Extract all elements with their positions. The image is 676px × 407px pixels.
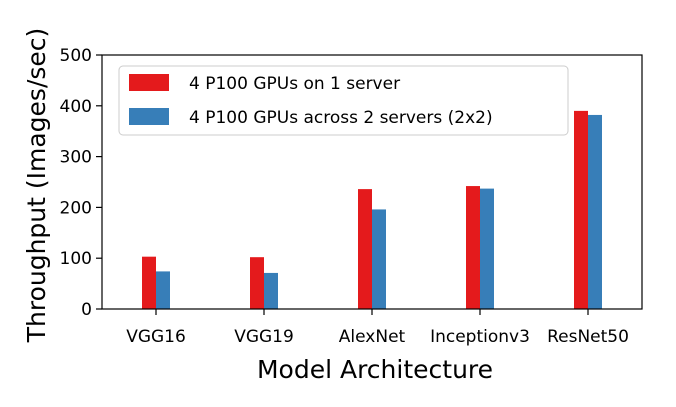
legend-swatch-series-1 bbox=[129, 74, 169, 91]
legend: 4 P100 GPUs on 1 server 4 P100 GPUs acro… bbox=[118, 65, 569, 136]
y-tick-label: 100 bbox=[60, 249, 92, 269]
y-tick-label: 300 bbox=[60, 148, 92, 168]
y-tick-label: 400 bbox=[60, 97, 92, 117]
bar-1-vgg16 bbox=[142, 256, 156, 309]
legend-label-series-2: 4 P100 GPUs across 2 servers (2x2) bbox=[189, 108, 493, 128]
bar-2-vgg16 bbox=[156, 271, 170, 309]
x-tick-label: Inceptionv3 bbox=[430, 327, 530, 347]
ticks-group: 0 100 200 300 400 500 VGG16 VGG19 AlexNet Incepti… bbox=[60, 46, 629, 347]
bar-2-alexnet bbox=[372, 209, 386, 309]
x-tick-label: VGG16 bbox=[126, 327, 186, 347]
x-axis-label: Model Architecture bbox=[257, 355, 493, 384]
bars-group bbox=[142, 110, 602, 309]
y-axis-label: Throughput (Images/sec) bbox=[22, 28, 51, 344]
bar-2-inceptionv3 bbox=[480, 188, 494, 309]
legend-swatch-series-2 bbox=[129, 108, 169, 125]
bar-2-resnet50 bbox=[588, 114, 602, 309]
x-tick-label: VGG19 bbox=[234, 327, 294, 347]
bar-1-alexnet bbox=[358, 189, 372, 309]
x-tick-label: ResNet50 bbox=[547, 327, 629, 347]
bar-1-vgg19 bbox=[250, 257, 264, 309]
bar-1-resnet50 bbox=[574, 110, 588, 309]
bar-2-vgg19 bbox=[264, 272, 278, 309]
bar-1-inceptionv3 bbox=[466, 186, 480, 309]
y-tick-label: 0 bbox=[81, 300, 92, 320]
legend-label-series-1: 4 P100 GPUs on 1 server bbox=[189, 74, 400, 94]
x-tick-label: AlexNet bbox=[339, 327, 406, 347]
y-tick-label: 500 bbox=[60, 46, 92, 66]
legend-frame bbox=[118, 65, 569, 136]
y-tick-label: 200 bbox=[60, 198, 92, 218]
